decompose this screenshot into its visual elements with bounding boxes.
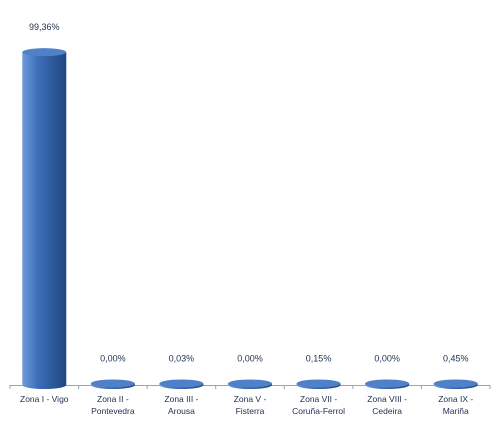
bar [296,379,341,389]
bar [159,379,204,389]
data-label: 0,00% [237,354,263,364]
bar-top [228,379,272,388]
data-label: 99,36% [29,22,60,32]
bars-group [22,48,478,389]
category-label: Coruña-Ferrol [292,406,345,416]
bar [22,48,67,389]
data-label: 0,15% [306,354,332,364]
category-label: Arousa [168,406,195,416]
bar-top [365,379,410,388]
category-label: Zona I - Vigo [20,394,69,404]
bar-body [22,52,67,389]
category-label: Zona III - [164,394,198,404]
category-label: Zona VII - [300,394,337,404]
category-label: Zona IX - [438,394,473,404]
category-label: Pontevedra [91,406,135,416]
category-label: Cedeira [372,406,402,416]
bar [228,379,272,389]
category-labels-group: Zona I - Vigo Zona II - Pontevedra Zona III… [20,394,473,416]
category-label: Mariña [443,406,469,416]
bar [433,379,478,389]
bar-top [22,48,67,57]
bar [365,379,410,389]
value-labels-group: 99,36% 0,00% 0,03% 0,00% 0,15% 0,00% 0,45% [29,22,468,363]
bar-top [90,379,135,388]
data-label: 0,00% [374,354,400,364]
category-label: Fisterra [236,406,265,416]
bar [90,379,135,389]
category-label: Zona VIII - [367,394,407,404]
category-label: Zona V - [234,394,267,404]
x-axis-ticks [9,385,491,389]
data-label: 0,00% [100,354,126,364]
category-label: Zona II - [97,394,129,404]
bar-top [433,379,478,388]
bar-top [159,379,204,388]
data-label: 0,03% [169,354,195,364]
bar-top [296,379,341,388]
data-label: 0,45% [443,353,469,363]
